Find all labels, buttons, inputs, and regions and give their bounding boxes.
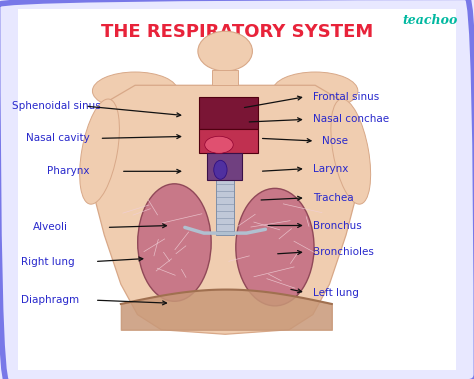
Polygon shape — [216, 180, 234, 235]
Ellipse shape — [236, 188, 314, 306]
Ellipse shape — [92, 72, 178, 110]
Text: Sphenoidal sinus: Sphenoidal sinus — [12, 101, 100, 111]
Text: Bronchioles: Bronchioles — [313, 247, 374, 257]
Text: Bronchus: Bronchus — [313, 221, 362, 230]
Text: teachoo: teachoo — [402, 14, 457, 27]
Text: Left lung: Left lung — [313, 288, 359, 298]
PathPatch shape — [212, 70, 238, 85]
FancyBboxPatch shape — [199, 129, 258, 153]
Ellipse shape — [80, 99, 119, 204]
Text: Right lung: Right lung — [21, 257, 75, 266]
Ellipse shape — [205, 136, 233, 153]
Ellipse shape — [198, 31, 252, 71]
Text: Nasal conchae: Nasal conchae — [313, 114, 389, 124]
FancyBboxPatch shape — [199, 97, 258, 129]
Text: Diaphragm: Diaphragm — [21, 295, 80, 305]
Ellipse shape — [273, 72, 358, 110]
FancyBboxPatch shape — [207, 153, 242, 180]
Ellipse shape — [137, 184, 211, 301]
Text: Nasal cavity: Nasal cavity — [26, 133, 90, 143]
Text: Larynx: Larynx — [313, 164, 348, 174]
Text: THE RESPIRATORY SYSTEM: THE RESPIRATORY SYSTEM — [101, 23, 373, 41]
Text: Nose: Nose — [322, 136, 348, 146]
Text: Frontal sinus: Frontal sinus — [313, 92, 379, 102]
Text: Trachea: Trachea — [313, 193, 354, 203]
Text: Alveoli: Alveoli — [33, 222, 68, 232]
Ellipse shape — [331, 99, 371, 204]
FancyBboxPatch shape — [18, 9, 456, 370]
PathPatch shape — [88, 85, 363, 334]
Text: Pharynx: Pharynx — [47, 166, 90, 176]
Ellipse shape — [214, 160, 227, 179]
